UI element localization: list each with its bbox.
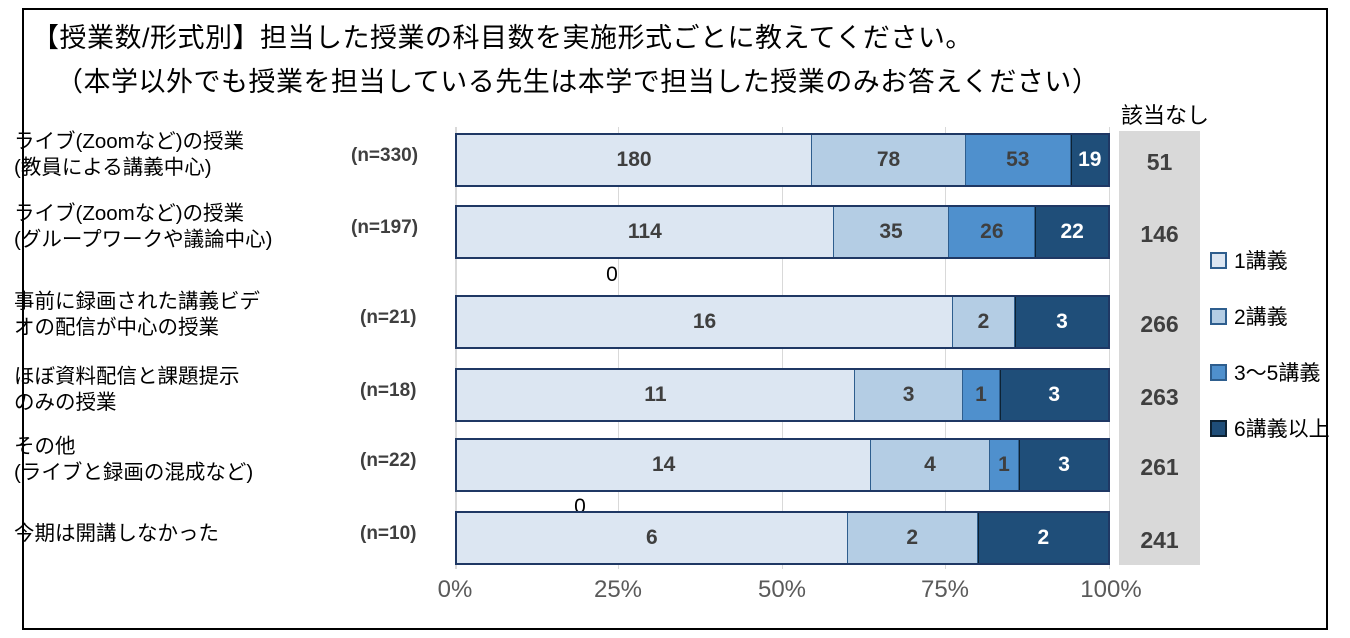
x-axis-tick-75: 75% — [920, 576, 970, 603]
table-row: 今期は開講しなかった (n=10) 6 2 2 241 — [14, 511, 1330, 565]
bar-segment-2koggi: 2 — [952, 297, 1015, 347]
x-axis-tick-100: 100% — [1080, 576, 1142, 603]
x-axis-tick-50: 50% — [757, 576, 807, 603]
legend-swatch-icon — [1210, 419, 1227, 437]
bar-segment-1koggi: 11 — [457, 370, 855, 420]
bar-segment-2koggi: 3 — [854, 370, 964, 420]
bar-segment-2koggi: 2 — [847, 513, 978, 563]
bar-segment-2koggi: 4 — [871, 440, 990, 490]
bar-segment-2koggi: 35 — [833, 207, 950, 257]
bar-segment-6plus: 3 — [999, 370, 1109, 420]
stacked-bar: 11 3 1 3 — [455, 368, 1110, 422]
row-sample-size: (n=330) — [351, 145, 419, 166]
legend-item-6plus[interactable]: 6講義以上 — [1210, 400, 1330, 456]
legend-item-3to5koggi[interactable]: 3〜5講義 — [1210, 344, 1328, 400]
row-label: ライブ(Zoomなど)の授業 (教員による講義中心) — [14, 129, 334, 181]
chart-legend: 1講義 2講義 3〜5講義 6講義以上 — [1210, 232, 1330, 456]
bar-segment-3to5koggi: 26 — [949, 207, 1036, 257]
row-label-line1: 事前に録画された講義ビデ — [14, 290, 260, 313]
stacked-bar: 180 78 53 19 — [455, 133, 1110, 187]
row-label-line2: (グループワークや議論中心) — [14, 228, 273, 251]
bar-segment-3to5koggi: 1 — [989, 440, 1020, 490]
not-applicable-value: 266 — [1140, 311, 1179, 337]
table-row: ライブ(Zoomなど)の授業 (教員による講義中心) (n=330) 180 7… — [14, 130, 1330, 187]
plot-area: 該当なし ライブ(Zoomなど)の授業 (教員による講義中心) (n=330) … — [14, 10, 1330, 632]
zero-annotation: 0 — [606, 263, 618, 286]
stacked-bar: 114 35 26 22 — [455, 205, 1110, 259]
not-applicable-value: 146 — [1140, 221, 1179, 247]
table-row: 事前に録画された講義ビデ オの配信が中心の授業 (n=21) 16 2 3 26… — [14, 290, 1330, 349]
bar-segment-6plus: 3 — [1019, 440, 1108, 490]
row-sample-size: (n=22) — [360, 450, 417, 471]
row-label: 事前に録画された講義ビデ オの配信が中心の授業 — [14, 289, 334, 341]
bar-segment-6plus: 22 — [1035, 207, 1108, 257]
table-row: ライブ(Zoomなど)の授業 (グループワークや議論中心) (n=197) 11… — [14, 202, 1330, 286]
not-applicable-value: 51 — [1146, 149, 1173, 175]
legend-label: 2講義 — [1234, 306, 1288, 329]
page-title: 【授業数/形式別】担当した授業の科目数を実施形式ごとに教えてください。 — [32, 23, 973, 53]
row-label: 今期は開講しなかった — [14, 521, 334, 547]
legend-swatch-icon — [1210, 363, 1227, 381]
not-applicable-header: 該当なし — [1120, 103, 1209, 128]
chart-frame: 【授業数/形式別】担当した授業の科目数を実施形式ごとに教えてください。 （本学以… — [14, 8, 1330, 632]
page-subtitle: （本学以外でも授業を担当している先生は本学で担当した授業のみお答えください） — [56, 67, 1100, 97]
row-sample-size: (n=197) — [351, 217, 419, 238]
row-sample-size: (n=18) — [360, 380, 417, 401]
stacked-bar: 6 2 2 — [455, 511, 1110, 565]
bar-segment-3to5koggi: 1 — [963, 370, 1000, 420]
table-row: ほぼ資料配信と課題提示 のみの授業 (n=18) 11 3 1 3 263 — [14, 365, 1330, 422]
bar-segment-6plus: 3 — [1014, 297, 1108, 347]
row-label-line1: ライブ(Zoomなど)の授業 — [14, 202, 245, 225]
bar-segment-1koggi: 16 — [457, 297, 953, 347]
row-sample-size: (n=10) — [360, 523, 417, 544]
row-label-line2: オの配信が中心の授業 — [14, 316, 219, 339]
not-applicable-value: 241 — [1140, 527, 1179, 553]
legend-item-1koggi[interactable]: 1講義 — [1210, 232, 1328, 288]
not-applicable-value: 261 — [1140, 454, 1179, 480]
bar-segment-6plus: 19 — [1070, 135, 1108, 185]
zero-annotation: 0 — [574, 495, 586, 518]
legend-item-2koggi[interactable]: 2講義 — [1210, 288, 1328, 344]
bar-segment-1koggi: 180 — [457, 135, 813, 185]
row-label: その他 (ライブと録画の混成など) — [14, 434, 344, 486]
legend-label: 6講義以上 — [1234, 418, 1330, 441]
bar-segment-1koggi: 114 — [457, 207, 834, 257]
not-applicable-value: 263 — [1140, 384, 1179, 410]
row-label-line1: ほぼ資料配信と課題提示 — [14, 365, 240, 388]
legend-swatch-icon — [1210, 251, 1227, 269]
table-row: その他 (ライブと録画の混成など) (n=22) 14 4 1 3 261 0 — [14, 435, 1330, 518]
stacked-bar: 16 2 3 — [455, 295, 1110, 349]
row-label-line1: ライブ(Zoomなど)の授業 — [14, 130, 245, 153]
row-sample-size: (n=21) — [360, 307, 417, 328]
stacked-bar: 14 4 1 3 — [455, 438, 1110, 492]
row-label-line1: 今期は開講しなかった — [14, 522, 219, 545]
row-label: ライブ(Zoomなど)の授業 (グループワークや議論中心) — [14, 201, 354, 253]
legend-swatch-icon — [1210, 307, 1227, 325]
row-label-line2: (教員による講義中心) — [14, 156, 212, 179]
row-label-line1: その他 — [14, 435, 76, 458]
bar-segment-1koggi: 14 — [457, 440, 872, 490]
legend-label: 1講義 — [1234, 250, 1288, 273]
row-label-line2: (ライブと録画の混成など) — [14, 461, 254, 484]
bar-segment-2koggi: 78 — [812, 135, 966, 185]
not-applicable-band — [1119, 131, 1200, 565]
row-label: ほぼ資料配信と課題提示 のみの授業 — [14, 364, 334, 416]
x-axis-tick-25: 25% — [593, 576, 643, 603]
x-axis-tick-0: 0% — [437, 576, 473, 603]
bar-segment-1koggi: 6 — [457, 513, 848, 563]
chart-title-block: 【授業数/形式別】担当した授業の科目数を実施形式ごとに教えてください。 （本学以… — [32, 16, 1322, 104]
row-label-line2: のみの授業 — [14, 391, 117, 414]
bar-segment-6plus: 2 — [977, 513, 1108, 563]
bar-segment-3to5koggi: 53 — [966, 135, 1071, 185]
legend-label: 3〜5講義 — [1234, 362, 1321, 385]
